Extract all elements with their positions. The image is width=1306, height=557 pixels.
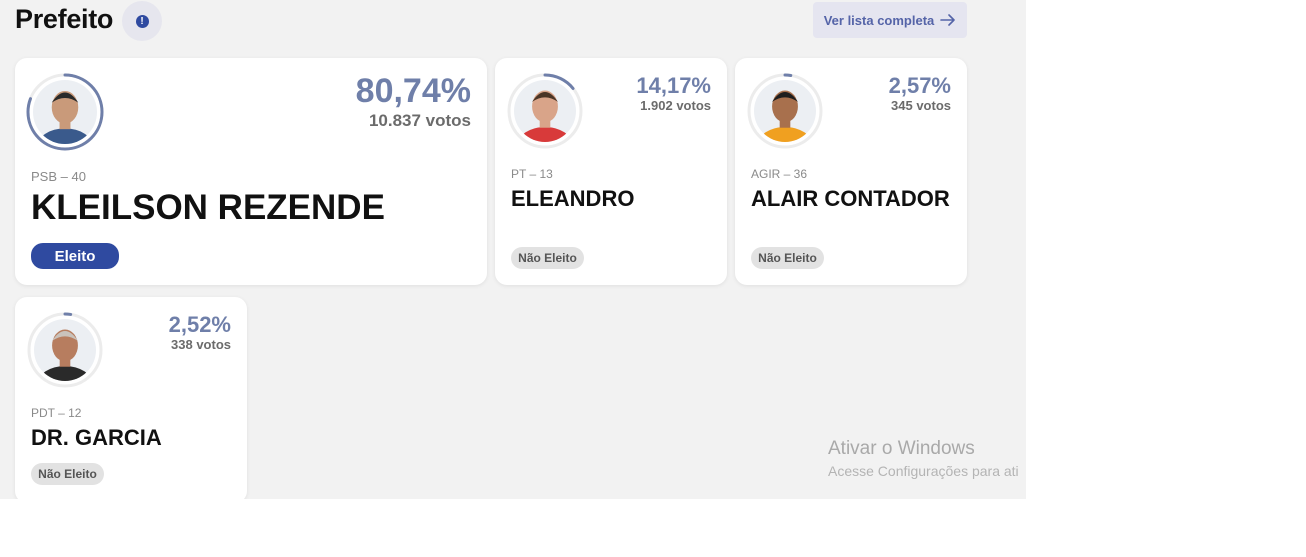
candidate-photo bbox=[34, 319, 96, 381]
info-button[interactable]: ! bbox=[122, 1, 162, 41]
status-badge: Eleito bbox=[31, 243, 119, 269]
status-badge: Não Eleito bbox=[31, 463, 104, 485]
candidate-avatar bbox=[747, 73, 823, 149]
vote-share-ring bbox=[747, 73, 823, 149]
candidate-percent: 80,74% bbox=[355, 72, 471, 110]
windows-activation-subtitle: Acesse Configurações para ati bbox=[828, 463, 1019, 479]
candidate-party: PT – 13 bbox=[511, 167, 553, 181]
candidate-avatar bbox=[26, 73, 104, 151]
candidate-avatar bbox=[507, 73, 583, 149]
status-badge: Não Eleito bbox=[511, 247, 584, 269]
candidate-name: ELEANDRO bbox=[511, 186, 635, 211]
candidate-percent: 2,52% bbox=[168, 312, 231, 337]
candidate-name: ALAIR CONTADOR bbox=[751, 186, 950, 211]
status-badge: Não Eleito bbox=[751, 247, 824, 269]
candidate-photo bbox=[514, 80, 576, 142]
windows-activation-title: Ativar o Windows bbox=[828, 438, 975, 459]
avatar-ring bbox=[27, 312, 103, 388]
avatar-ring bbox=[747, 73, 823, 149]
candidate-votes: 345 votos bbox=[891, 98, 951, 113]
candidate-party: PSB – 40 bbox=[31, 169, 86, 184]
view-full-list-label: Ver lista completa bbox=[823, 12, 935, 28]
candidate-card[interactable]: 14,17% 1.902 votos PT – 13 ELEANDRO Não … bbox=[495, 58, 727, 285]
candidate-votes: 10.837 votos bbox=[368, 111, 471, 130]
results-panel: Prefeito ! Ver lista completa 80,74% 10.… bbox=[0, 0, 1026, 499]
candidate-party: AGIR – 36 bbox=[751, 167, 808, 181]
candidate-name: DR. GARCIA bbox=[31, 425, 162, 450]
candidate-card[interactable]: 2,52% 338 votos PDT – 12 DR. GARCIA Não … bbox=[15, 297, 247, 499]
avatar-ring bbox=[507, 73, 583, 149]
candidate-card[interactable]: 2,57% 345 votos AGIR – 36 ALAIR CONTADOR… bbox=[735, 58, 967, 285]
info-icon: ! bbox=[135, 14, 149, 28]
vote-share-ring bbox=[507, 73, 583, 149]
view-full-list-button[interactable]: Ver lista completa bbox=[813, 2, 967, 38]
candidate-percent: 14,17% bbox=[636, 73, 711, 98]
candidate-photo bbox=[754, 80, 816, 142]
candidate-votes: 338 votos bbox=[171, 337, 231, 352]
candidate-name: KLEILSON REZENDE bbox=[31, 188, 385, 227]
arrow-right-icon bbox=[940, 14, 956, 26]
candidate-card[interactable]: 80,74% 10.837 votos PSB – 40 KLEILSON RE… bbox=[15, 58, 487, 285]
candidate-votes: 1.902 votos bbox=[640, 98, 711, 113]
candidate-percent: 2,57% bbox=[888, 73, 951, 98]
candidate-avatar bbox=[27, 312, 103, 388]
vote-share-ring bbox=[27, 312, 103, 388]
candidate-party: PDT – 12 bbox=[31, 406, 82, 420]
candidate-photo bbox=[33, 80, 97, 144]
avatar-ring bbox=[26, 73, 104, 151]
section-title: Prefeito bbox=[15, 4, 114, 34]
vote-share-ring bbox=[26, 73, 104, 151]
